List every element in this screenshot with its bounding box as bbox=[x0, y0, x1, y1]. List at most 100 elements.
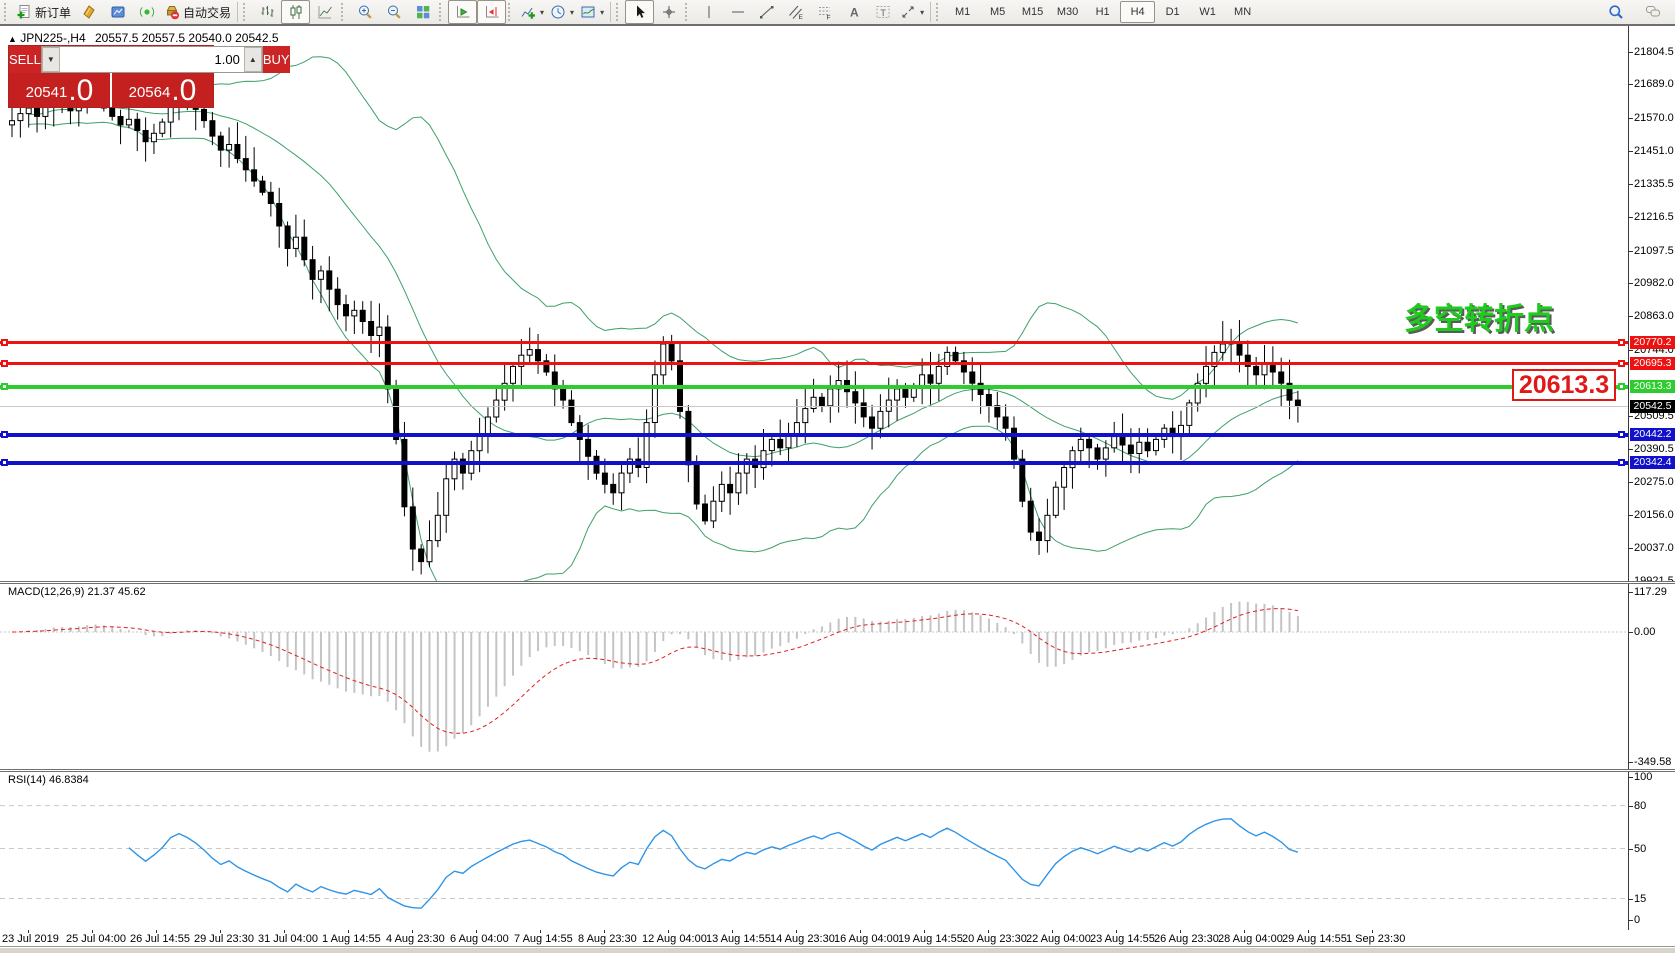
candle-body bbox=[518, 354, 525, 367]
crosshair-button[interactable] bbox=[654, 0, 683, 24]
bar-chart-button[interactable] bbox=[252, 0, 281, 24]
candle-body bbox=[159, 121, 166, 134]
price-level-anchor[interactable] bbox=[1618, 360, 1625, 367]
chevron-down-icon[interactable]: ▾ bbox=[540, 7, 545, 17]
buy-button[interactable]: BUY bbox=[262, 46, 290, 73]
vertical-line-button[interactable] bbox=[694, 0, 723, 24]
collapse-arrow-icon[interactable]: ▲ bbox=[8, 34, 17, 44]
time-tick bbox=[988, 930, 989, 933]
arrows-button[interactable]: ▾ bbox=[897, 0, 927, 24]
tile-windows-button[interactable] bbox=[408, 0, 437, 24]
sell-button[interactable]: SELL bbox=[9, 46, 41, 73]
text-label-button[interactable]: T bbox=[868, 0, 897, 24]
price-level-line[interactable] bbox=[0, 362, 1628, 365]
auto-scroll-button[interactable] bbox=[448, 0, 478, 24]
volume-input[interactable] bbox=[59, 47, 244, 72]
candle-body bbox=[384, 326, 391, 390]
price-tick bbox=[1628, 118, 1633, 119]
price-level-anchor[interactable] bbox=[1, 431, 8, 438]
horizontal-line-button[interactable] bbox=[723, 0, 752, 24]
trendline-button[interactable] bbox=[752, 0, 781, 24]
chat-button[interactable] bbox=[1638, 0, 1667, 24]
toolbar-grip bbox=[341, 3, 348, 21]
price-level-anchor[interactable] bbox=[1618, 431, 1625, 438]
toolbar: 新订单 自动交易 ▾ ▾ ▾ E F A T ▾ M1 M5 M15 M30 H1 H4 D1 W1 MN bbox=[0, 0, 1675, 26]
line-chart-button[interactable] bbox=[310, 0, 339, 24]
price-tick bbox=[1628, 52, 1633, 53]
chart-shift-button[interactable] bbox=[477, 0, 507, 24]
timeframe-m5-button[interactable]: M5 bbox=[989, 6, 1006, 18]
timeframe-w1-button[interactable]: W1 bbox=[1199, 6, 1216, 18]
buy-price[interactable]: 20564 .0 bbox=[112, 73, 213, 107]
price-tick bbox=[1628, 316, 1633, 317]
timeframe-h1-button[interactable]: H1 bbox=[1095, 6, 1110, 18]
candlestick-button[interactable] bbox=[281, 0, 311, 24]
indicators-button[interactable]: ▾ bbox=[517, 0, 547, 24]
search-button[interactable] bbox=[1601, 0, 1630, 24]
time-tick bbox=[604, 930, 605, 933]
autotrading-button[interactable]: 自动交易 bbox=[161, 0, 234, 24]
price-callout-box[interactable]: 20613.3 bbox=[1512, 369, 1616, 401]
timeframe-mn-button[interactable]: MN bbox=[1234, 6, 1252, 18]
channel-button[interactable]: E bbox=[781, 0, 810, 24]
price-tick-label: 21689.0 bbox=[1634, 78, 1674, 90]
new-order-button[interactable]: 新订单 bbox=[13, 0, 74, 24]
price-level-anchor[interactable] bbox=[1, 360, 8, 367]
candle-body bbox=[343, 304, 349, 317]
timeframe-d1-button[interactable]: D1 bbox=[1165, 6, 1180, 18]
price-level-anchor[interactable] bbox=[1, 459, 8, 466]
chevron-down-icon[interactable]: ▾ bbox=[570, 7, 575, 17]
rsi-tick bbox=[1628, 899, 1633, 900]
price-level-line[interactable] bbox=[0, 385, 1628, 389]
candle-body bbox=[284, 225, 291, 249]
market-watch-button[interactable] bbox=[103, 0, 132, 24]
price-level-line[interactable] bbox=[0, 461, 1628, 465]
volume-up-button[interactable]: ▲ bbox=[243, 47, 262, 72]
chevron-down-icon[interactable]: ▾ bbox=[920, 7, 925, 17]
price-level-anchor[interactable] bbox=[1, 339, 8, 346]
turning-point-annotation[interactable]: 多空转折点 bbox=[1404, 303, 1554, 336]
periods-button[interactable]: ▾ bbox=[547, 0, 577, 24]
candle-body bbox=[944, 351, 951, 367]
metaeditor-button[interactable] bbox=[74, 0, 103, 24]
timeframe-m15-button[interactable]: M15 bbox=[1021, 6, 1044, 18]
price-level-anchor[interactable] bbox=[1618, 339, 1625, 346]
tile-icon bbox=[416, 6, 429, 19]
price-level-anchor[interactable] bbox=[1618, 383, 1625, 390]
price-level-line[interactable] bbox=[0, 433, 1628, 437]
volume-down-button[interactable]: ▼ bbox=[41, 47, 60, 72]
chevron-down-icon[interactable]: ▾ bbox=[600, 7, 605, 17]
zoom-in-button[interactable] bbox=[350, 0, 379, 24]
sell-price[interactable]: 20541 .0 bbox=[9, 73, 110, 107]
candle-body bbox=[267, 191, 274, 205]
price-level-anchor[interactable] bbox=[1, 383, 8, 390]
price-level-anchor[interactable] bbox=[1618, 459, 1625, 466]
time-tick-label: 1 Aug 14:55 bbox=[322, 933, 381, 945]
candle-body bbox=[201, 108, 207, 122]
price-level-line[interactable] bbox=[0, 341, 1628, 344]
toolbar-grip bbox=[439, 3, 446, 21]
timeframe-h4-button[interactable]: H4 bbox=[1120, 1, 1156, 23]
cursor-button[interactable] bbox=[625, 0, 655, 24]
main-macd-splitter[interactable] bbox=[0, 581, 1675, 584]
rsi-tick bbox=[1628, 849, 1633, 850]
timeframe-m30-button[interactable]: M30 bbox=[1056, 6, 1079, 18]
time-tick-label: 23 Aug 14:55 bbox=[1090, 933, 1155, 945]
timeframe-m1-button[interactable]: M1 bbox=[954, 6, 971, 18]
candle-body bbox=[1153, 438, 1159, 452]
candle-body bbox=[1236, 342, 1243, 356]
price-tick-label: 21216.5 bbox=[1634, 211, 1674, 223]
candle-body bbox=[409, 506, 416, 550]
zoom-out-button[interactable] bbox=[379, 0, 408, 24]
candle-body bbox=[368, 321, 375, 336]
hline-icon bbox=[731, 11, 744, 13]
time-axis[interactable] bbox=[0, 930, 1675, 947]
templates-button[interactable]: ▾ bbox=[577, 0, 607, 24]
signals-button[interactable] bbox=[132, 0, 161, 24]
price-level-tag: 20442.2 bbox=[1630, 428, 1675, 441]
fibonacci-button[interactable]: F bbox=[810, 0, 839, 24]
macd-rsi-splitter[interactable] bbox=[0, 769, 1675, 772]
text-button[interactable]: A bbox=[839, 0, 868, 24]
candle-body bbox=[760, 450, 767, 469]
price-tick-label: 20390.5 bbox=[1634, 443, 1674, 455]
